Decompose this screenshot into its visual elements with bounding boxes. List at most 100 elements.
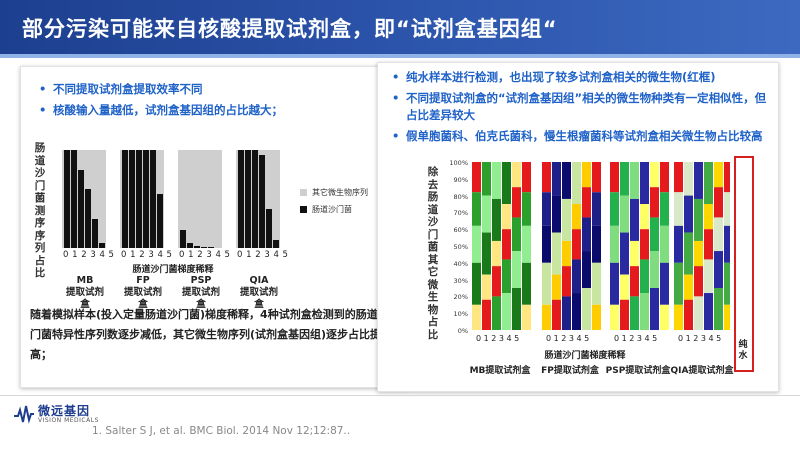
stack-segment: [472, 162, 481, 193]
stack-segment: [704, 293, 713, 330]
stack-segment: [610, 304, 619, 330]
stack-segment: [522, 304, 531, 330]
stack-segment: [704, 229, 713, 260]
stack-segment: [674, 192, 683, 226]
stack-segment: [640, 162, 649, 204]
stack-segment: [660, 192, 669, 226]
stack-segment: [630, 296, 639, 330]
citation: 1. Salter S J, et al. BMC Biol. 2014 Nov…: [92, 425, 351, 437]
stack-segment: [472, 262, 481, 305]
stack-segment: [610, 225, 619, 263]
stack-segment: [724, 262, 730, 305]
stack-segment: [714, 162, 723, 188]
legend-item: 肠道沙门菌: [300, 204, 368, 215]
stack-segment: [724, 162, 730, 193]
stack-segment: [660, 225, 669, 263]
stack-segment: [562, 266, 571, 297]
y-tick: 30%: [453, 276, 468, 285]
stack-segment: [674, 162, 683, 193]
stack-segment: [522, 225, 531, 263]
stack-segment: [482, 299, 491, 330]
kit-label-psp: PSP 提取试剂盒: [178, 275, 224, 311]
stack-segment: [684, 274, 693, 300]
y-tick: 70%: [453, 209, 468, 218]
stack-segment: [522, 262, 531, 305]
y-tick: 20%: [453, 293, 468, 302]
stack-segment: [704, 162, 713, 204]
mini-chart-qia: [236, 150, 280, 248]
bar: [92, 218, 98, 248]
stack-segment: [704, 259, 713, 294]
kit-label-qia: QIA 提取试剂盒: [236, 275, 282, 311]
page-title: 部分污染可能来自核酸提取试剂盒，即“试剂盒基因组“: [22, 17, 558, 41]
stack-segment: [492, 162, 501, 199]
legend-item: 其它微生物序列: [300, 187, 368, 198]
stack-segment: [582, 217, 591, 252]
kit-sub: 提取试剂盒: [123, 287, 162, 310]
right-kit-label-qia: QIA提取试剂盒: [670, 366, 734, 376]
kit-label-fp: FP 提取试剂盒: [120, 275, 166, 311]
stack-segment: [660, 304, 669, 330]
legend-label: 其它微生物序列: [312, 188, 368, 197]
kit-name: MB: [76, 275, 94, 286]
mini-chart-mb: [62, 150, 106, 248]
bar: [273, 240, 279, 248]
right-bullet: 不同提取试剂盒的“试剂盒基因组”相关的微生物种类有一定相似性，但占比差异较大: [388, 90, 773, 124]
right-kit-label-mb: MB提取试剂盒: [469, 366, 531, 376]
stack-segment: [592, 262, 601, 305]
y-tick: 50%: [453, 243, 468, 251]
stack-segment: [472, 225, 481, 263]
stack-segment: [694, 266, 703, 297]
stack-segment: [522, 162, 531, 193]
left-paragraph: 随着模拟样本(投入定量肠道沙门菌)梯度稀释，4种试剂盒检测到的肠道沙门菌特异性序…: [30, 308, 389, 361]
stack-segment: [502, 162, 511, 204]
mini-chart-psp: [178, 150, 222, 248]
stack-segment: [502, 293, 511, 330]
legend-swatch: [300, 189, 307, 196]
bar: [136, 150, 142, 248]
stack-segment: [492, 266, 501, 297]
stack-segment: [472, 192, 481, 226]
x-tick-labels: 0 1 2 3 4 5: [63, 250, 115, 260]
stack-segment: [592, 162, 601, 193]
stack-segment: [542, 192, 551, 226]
bar: [208, 247, 214, 248]
stack-segment: [620, 274, 629, 300]
x-tick-labels: 0 1 2 3 4 5: [179, 250, 231, 260]
stack-segment: [724, 192, 730, 226]
stack-segment: [592, 225, 601, 263]
stack-segment: [512, 217, 521, 252]
stack-segment: [512, 251, 521, 288]
header-stripe: [0, 54, 800, 58]
bar: [150, 150, 156, 248]
stack-segment: [674, 225, 683, 263]
y-tick: 40%: [453, 259, 468, 268]
left-bullet: 核酸输入量越低，试剂盒基因组的占比越大；: [35, 102, 395, 119]
x-tick-labels: 0 1 2 3 4 5: [237, 250, 289, 260]
stack-segment: [714, 217, 723, 252]
stack-segment: [502, 259, 511, 294]
stack-segment: [724, 225, 730, 263]
bar: [99, 243, 105, 248]
stack-segment: [704, 204, 713, 230]
y-tick: 60%: [453, 226, 468, 235]
kit-name: FP: [136, 275, 150, 286]
stack-segment: [714, 288, 723, 330]
stack-segment: [572, 259, 581, 294]
stack-segment: [542, 304, 551, 330]
stack-segment: [660, 262, 669, 305]
stack-segment: [572, 293, 581, 330]
y-tick: 100%: [449, 159, 468, 167]
x-tick-labels: 0 1 2 3 4 5: [121, 250, 173, 260]
stack-segment: [482, 195, 491, 233]
stack-segment: [552, 299, 561, 330]
stack-segment: [630, 266, 639, 297]
stack-segment: [552, 274, 561, 300]
stack-segment: [694, 240, 703, 267]
bar: [71, 150, 77, 248]
y-tick: 80%: [453, 192, 468, 201]
stack-segment: [582, 187, 591, 218]
right-y-axis-label: 除去肠道沙门菌其它微生物占比: [427, 166, 439, 341]
stack-segment: [562, 162, 571, 199]
stack-segment: [674, 262, 683, 305]
